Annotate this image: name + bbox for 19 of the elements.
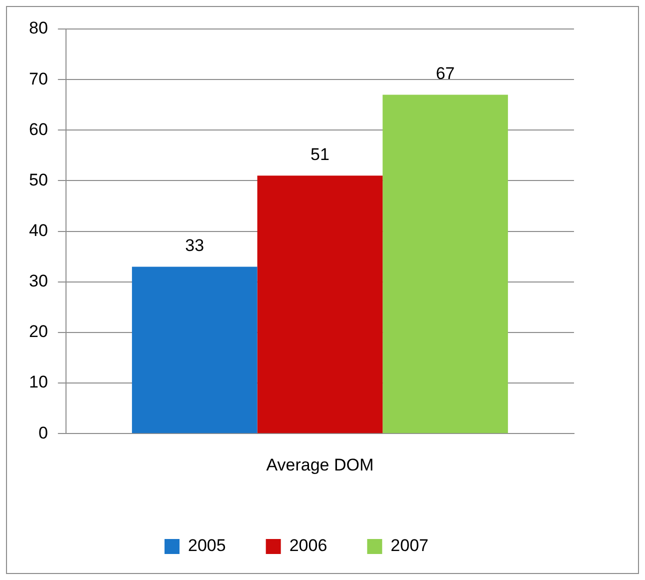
data-label: 51 xyxy=(310,144,330,164)
y-tick-label: 0 xyxy=(38,423,48,442)
y-tick-label: 10 xyxy=(28,372,48,392)
legend-label: 2007 xyxy=(390,536,428,556)
bar xyxy=(132,266,258,434)
bar xyxy=(382,94,508,434)
y-tick-label: 20 xyxy=(28,322,48,342)
x-tick-label: Average DOM xyxy=(266,455,374,474)
y-tick-label: 80 xyxy=(28,18,48,38)
y-tick-label: 40 xyxy=(28,220,48,240)
bar xyxy=(257,176,383,434)
data-label: 67 xyxy=(436,64,455,83)
y-tick-label: 60 xyxy=(28,120,48,139)
data-label: 33 xyxy=(185,236,204,255)
legend-label: 2005 xyxy=(188,536,226,556)
y-tick-label: 30 xyxy=(28,272,48,291)
legend-label: 2006 xyxy=(289,536,328,556)
y-tick-label: 50 xyxy=(28,170,48,190)
y-tick-label: 70 xyxy=(28,69,48,88)
